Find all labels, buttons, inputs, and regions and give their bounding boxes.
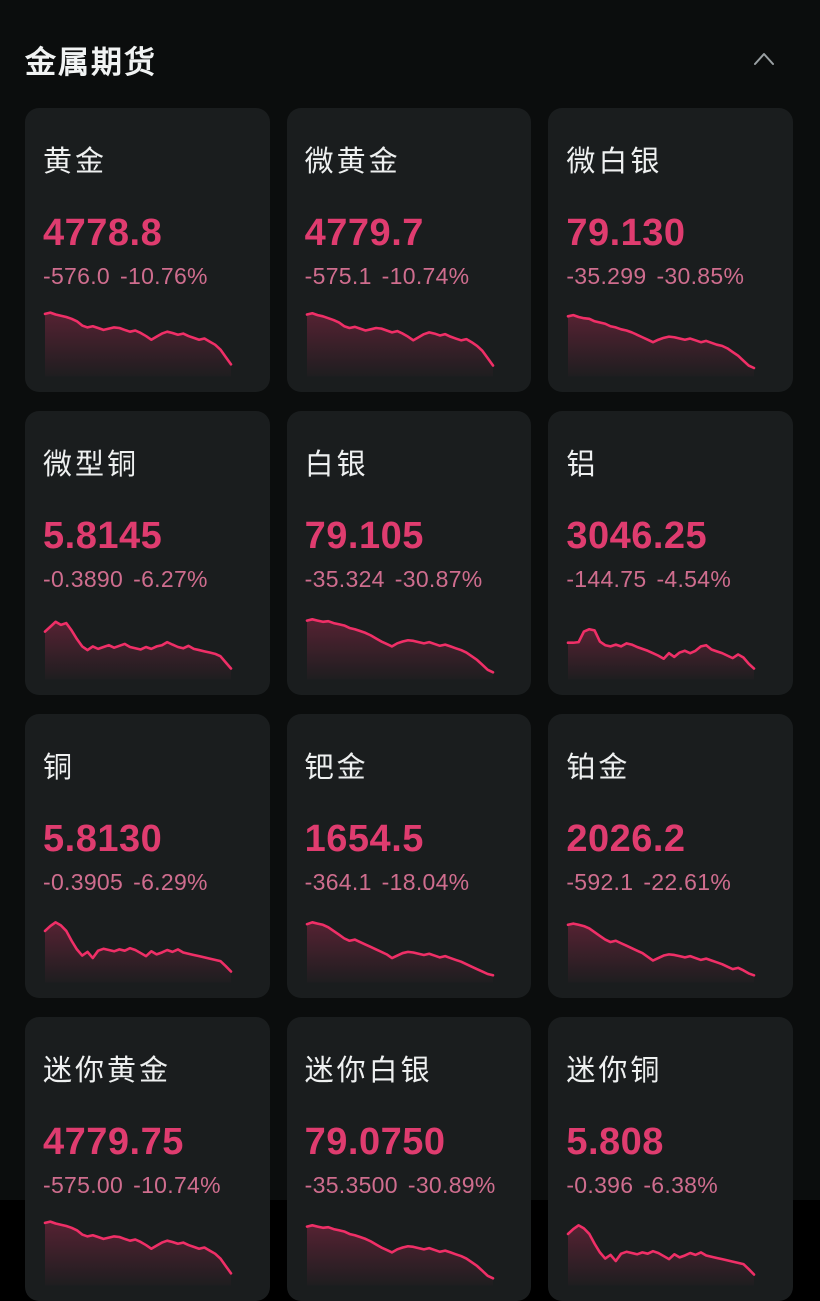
- change-percent: -6.29%: [133, 869, 208, 896]
- quote-card[interactable]: 迷你白银 79.0750 -35.3500 -30.89%: [286, 1017, 532, 1301]
- change-value: -575.00: [43, 1172, 124, 1199]
- sparkline-chart: [305, 617, 494, 680]
- instrument-name: 铝: [566, 449, 599, 481]
- last-price: 1654.5: [304, 818, 424, 861]
- quote-card[interactable]: 微型铜 5.8145 -0.3890 -6.27%: [25, 411, 270, 695]
- quote-card[interactable]: 迷你黄金 4779.75 -575.00 -10.74%: [25, 1017, 270, 1301]
- change-percent: -30.85%: [656, 263, 745, 290]
- instrument-name: 微型铜: [43, 449, 140, 481]
- change-value: -35.299: [566, 263, 647, 290]
- sparkline-chart: [43, 1219, 233, 1286]
- instrument-name: 微黄金: [304, 146, 401, 178]
- quote-card[interactable]: 微白银 79.130 -35.299 -30.85%: [548, 108, 793, 392]
- change-value: -364.1: [304, 869, 372, 896]
- change-line: -35.299 -30.85%: [566, 263, 775, 289]
- last-price: 4778.8: [43, 212, 163, 255]
- collapse-chevron-icon[interactable]: [746, 41, 782, 77]
- change-percent: -30.87%: [394, 566, 483, 593]
- change-percent: -10.76%: [120, 263, 208, 290]
- last-price: 79.0750: [304, 1121, 446, 1164]
- sparkline-chart: [567, 627, 756, 680]
- sparkline-chart: [43, 920, 233, 983]
- change-line: -575.00 -10.74%: [43, 1172, 252, 1198]
- sparkline-chart: [567, 921, 756, 983]
- last-price: 4779.7: [304, 212, 424, 255]
- quote-card[interactable]: 迷你铜 5.808 -0.396 -6.38%: [548, 1017, 793, 1301]
- instrument-name: 白银: [304, 449, 369, 481]
- instrument-name: 黄金: [43, 146, 108, 178]
- sparkline-chart: [567, 313, 756, 377]
- change-percent: -30.89%: [407, 1172, 496, 1199]
- change-line: -0.3905 -6.29%: [43, 869, 252, 895]
- change-value: -35.3500: [304, 1172, 398, 1199]
- section-header: 金属期货: [0, 0, 820, 108]
- change-percent: -10.74%: [133, 1172, 221, 1199]
- change-line: -144.75 -4.54%: [566, 566, 775, 592]
- sparkline-chart: [305, 311, 494, 377]
- quote-card[interactable]: 铝 3046.25 -144.75 -4.54%: [548, 411, 793, 695]
- change-line: -576.0 -10.76%: [43, 263, 252, 289]
- last-price: 5.8130: [43, 818, 163, 861]
- last-price: 5.8145: [43, 515, 163, 558]
- change-value: -592.1: [566, 869, 634, 896]
- sparkline-chart: [43, 620, 233, 680]
- quote-card[interactable]: 白银 79.105 -35.324 -30.87%: [286, 411, 532, 695]
- change-value: -575.1: [304, 263, 372, 290]
- sparkline-chart: [567, 1223, 756, 1286]
- instrument-name: 钯金: [304, 752, 369, 784]
- last-price: 2026.2: [566, 818, 686, 861]
- last-price: 3046.25: [566, 515, 708, 558]
- instrument-name: 铂金: [566, 752, 631, 784]
- sparkline-chart: [43, 310, 233, 377]
- change-line: -592.1 -22.61%: [566, 869, 775, 895]
- change-line: -0.396 -6.38%: [566, 1172, 775, 1198]
- change-value: -0.3905: [43, 869, 124, 896]
- section-title: 金属期货: [25, 44, 157, 80]
- change-percent: -10.74%: [381, 263, 470, 290]
- change-value: -35.324: [304, 566, 385, 593]
- sparkline-chart: [305, 1223, 494, 1286]
- change-percent: -6.27%: [133, 566, 208, 593]
- instrument-name: 迷你白银: [304, 1055, 433, 1087]
- change-line: -35.324 -30.87%: [305, 566, 514, 592]
- quote-card[interactable]: 铂金 2026.2 -592.1 -22.61%: [548, 714, 793, 998]
- quote-card[interactable]: 钯金 1654.5 -364.1 -18.04%: [286, 714, 532, 998]
- last-price: 79.130: [566, 212, 686, 255]
- change-value: -144.75: [566, 566, 647, 593]
- change-value: -0.396: [566, 1172, 634, 1199]
- last-price: 4779.75: [43, 1121, 184, 1164]
- change-line: -364.1 -18.04%: [305, 869, 514, 895]
- last-price: 79.105: [304, 515, 424, 558]
- change-value: -576.0: [43, 263, 111, 290]
- change-line: -575.1 -10.74%: [305, 263, 514, 289]
- instrument-name: 迷你黄金: [43, 1055, 172, 1087]
- change-percent: -4.54%: [656, 566, 732, 593]
- change-line: -35.3500 -30.89%: [305, 1172, 514, 1198]
- instrument-name: 铜: [43, 752, 76, 784]
- change-percent: -6.38%: [643, 1172, 719, 1199]
- change-percent: -22.61%: [643, 869, 732, 896]
- instrument-name: 迷你铜: [566, 1055, 663, 1087]
- last-price: 5.808: [566, 1121, 664, 1164]
- instrument-name: 微白银: [566, 146, 663, 178]
- quote-card-grid: 黄金 4778.8 -576.0 -10.76% 微黄金 4779.7 -575…: [0, 108, 820, 1301]
- sparkline-chart: [305, 920, 494, 983]
- quote-card[interactable]: 铜 5.8130 -0.3905 -6.29%: [25, 714, 270, 998]
- change-value: -0.3890: [43, 566, 124, 593]
- change-percent: -18.04%: [381, 869, 470, 896]
- quote-card[interactable]: 微黄金 4779.7 -575.1 -10.74%: [286, 108, 532, 392]
- change-line: -0.3890 -6.27%: [43, 566, 252, 592]
- quote-card[interactable]: 黄金 4778.8 -576.0 -10.76%: [25, 108, 270, 392]
